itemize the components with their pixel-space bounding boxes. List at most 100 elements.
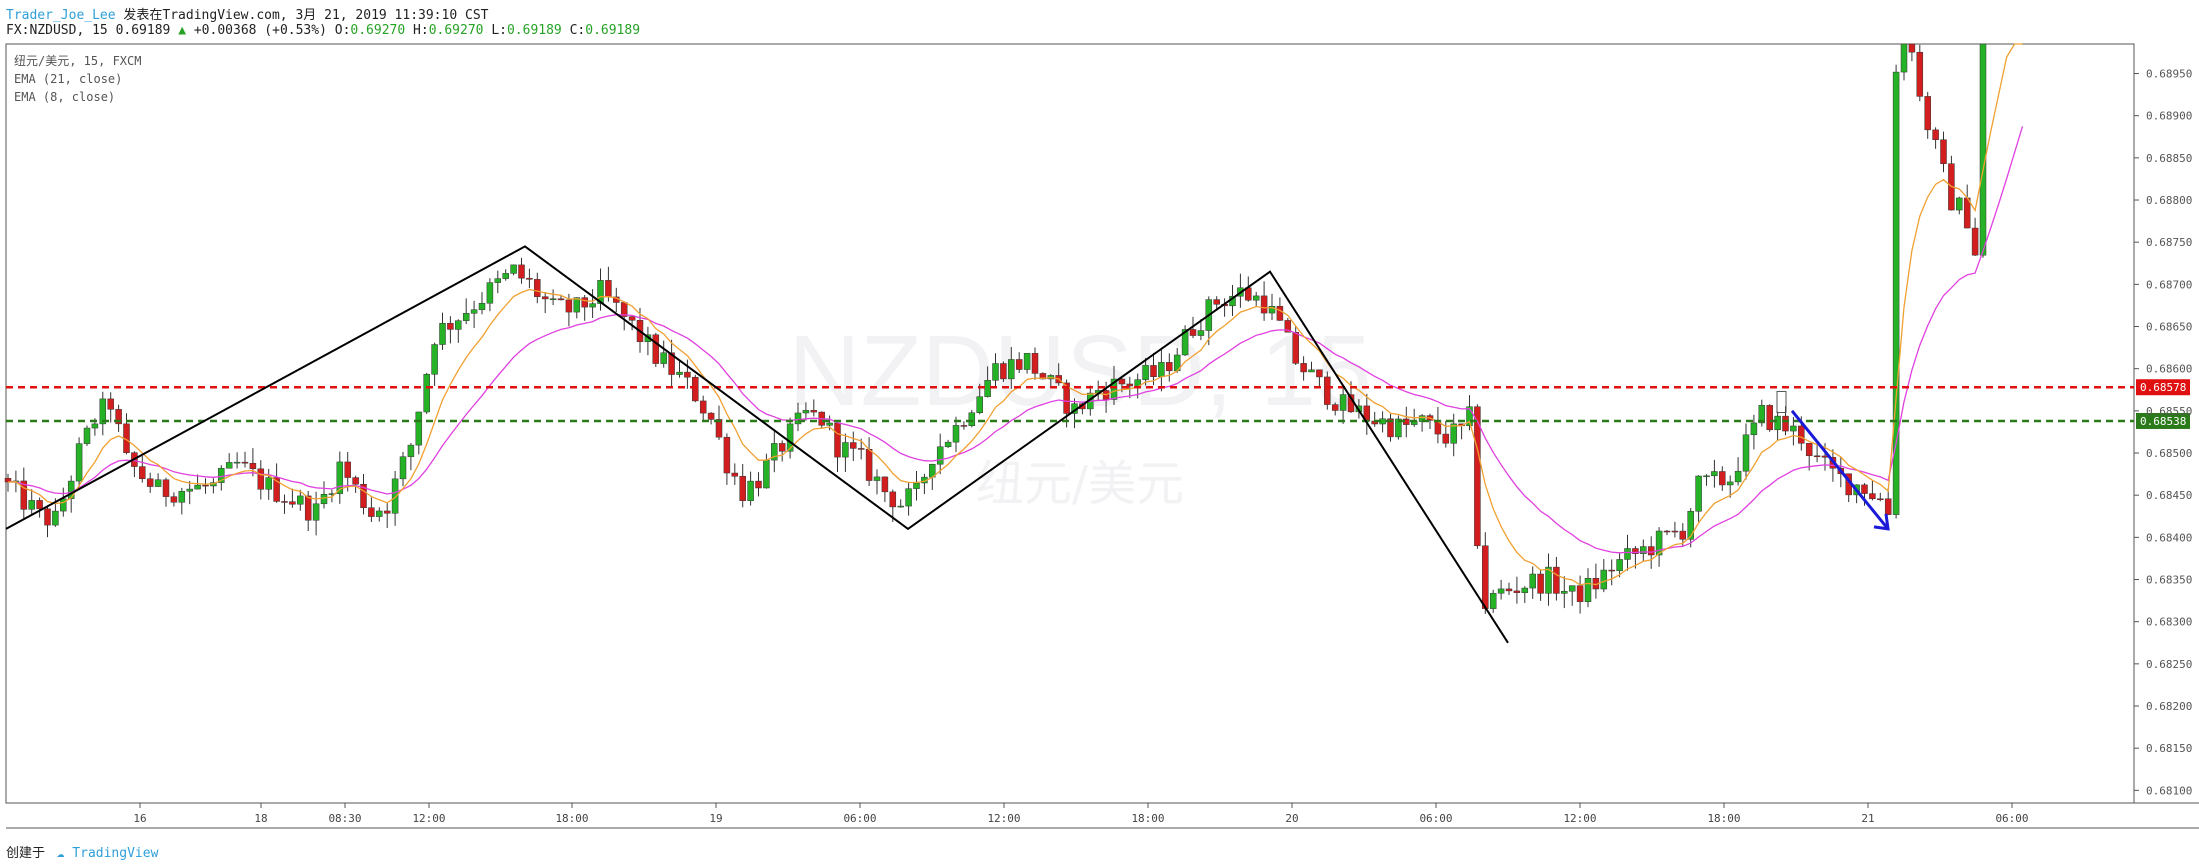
y-tick-label: 0.68700 — [2146, 278, 2192, 291]
high-value: 0.69270 — [428, 23, 484, 38]
candle-body — [668, 352, 675, 375]
x-tick-label: 19 — [709, 812, 722, 825]
candle-body — [1663, 530, 1671, 533]
candle-body — [1308, 369, 1315, 373]
candle-body — [439, 323, 446, 345]
x-tick-label: 06:00 — [843, 812, 876, 825]
x-tick-label: 06:00 — [1995, 812, 2028, 825]
candle-body — [20, 480, 28, 510]
candle-body — [1734, 470, 1742, 483]
header-line-2: FX:NZDUSD, 15 0.69189 ▲ +0.00368 (+0.53%… — [6, 23, 640, 38]
candle-body — [1940, 139, 1947, 164]
legend-line-2: EMA (21, close) — [14, 72, 122, 86]
candle-body — [241, 461, 249, 464]
candle-body — [1189, 329, 1197, 336]
candle-body — [1608, 569, 1615, 572]
candle-body — [368, 507, 375, 517]
y-tick-label: 0.68900 — [2146, 110, 2192, 123]
candle-body — [960, 425, 968, 427]
candle-body — [1316, 369, 1323, 378]
candle-body — [1971, 227, 1979, 256]
candle-body — [976, 396, 983, 413]
highlight-box — [1776, 390, 1787, 414]
tradingview-brand-text: TradingView — [72, 846, 159, 861]
candle-body — [1387, 418, 1394, 438]
candle-body — [83, 427, 91, 444]
candle-body — [889, 491, 897, 508]
candle-body — [1181, 329, 1189, 356]
candle-body — [1466, 406, 1473, 427]
candle-body — [905, 488, 912, 507]
candle-body — [834, 422, 841, 458]
candle-body — [597, 280, 604, 304]
candle-body — [534, 279, 541, 297]
candle-body — [91, 423, 99, 429]
candle-body — [99, 398, 107, 425]
candle-body — [1063, 382, 1070, 414]
candle-body — [1324, 376, 1331, 405]
candle-body — [1584, 578, 1592, 602]
candle-body — [376, 510, 383, 517]
candle-body — [352, 477, 359, 485]
candle-body — [1482, 545, 1489, 609]
y-tick-label: 0.68800 — [2146, 194, 2192, 207]
candle-body — [1442, 433, 1450, 444]
candle-body — [913, 482, 920, 489]
x-tick-label: 18:00 — [1131, 812, 1164, 825]
y-tick-label: 0.68750 — [2146, 236, 2192, 249]
candle-body — [778, 443, 786, 452]
candle-body — [225, 462, 233, 469]
candle-body — [786, 423, 794, 452]
candle-body — [336, 461, 344, 494]
candle-body — [1671, 530, 1679, 533]
candle-body — [344, 461, 351, 478]
candle-body — [1339, 394, 1347, 411]
candle-body — [565, 299, 573, 313]
tradingview-link[interactable]: ☁ TradingView — [57, 846, 159, 861]
candle-body — [1766, 405, 1773, 431]
candle-body — [1640, 546, 1647, 554]
y-tick-label: 0.68150 — [2146, 742, 2192, 755]
x-tick-label: 20 — [1285, 812, 1298, 825]
candle-body — [383, 510, 391, 514]
x-tick-label: 12:00 — [987, 812, 1020, 825]
candle-body — [1568, 585, 1576, 592]
candle-body — [526, 277, 533, 280]
candle-body — [1126, 383, 1134, 387]
candle-body — [1979, 43, 1987, 256]
candle-body — [684, 371, 691, 378]
candle-body — [660, 352, 667, 364]
footer: 创建于 ☁ TradingView — [6, 842, 158, 861]
candle-body — [739, 475, 746, 501]
level-lines-group: 0.68578 0.68538 — [6, 379, 2190, 429]
candle-body — [1158, 362, 1165, 378]
y-tick-label: 0.68250 — [2146, 658, 2192, 671]
candle-body — [1805, 443, 1813, 457]
author-link[interactable]: Trader_Joe_Lee — [6, 8, 116, 23]
candle-body — [281, 501, 288, 503]
candle-body — [107, 398, 114, 410]
candle-body — [605, 280, 612, 298]
candle-body — [194, 484, 201, 490]
y-tick-label: 0.68400 — [2146, 531, 2192, 544]
y-tick-label: 0.68550 — [2146, 405, 2192, 418]
candle-body — [1521, 587, 1529, 593]
header-line-1: Trader_Joe_Lee 发表在TradingView.com, 3月 21… — [6, 4, 488, 23]
candle-body — [1600, 569, 1608, 590]
candle-body — [233, 461, 241, 464]
trend-arrow-line — [1790, 409, 1890, 530]
candle-body — [1489, 592, 1497, 609]
candle-body — [1774, 415, 1781, 431]
candle-body — [1695, 475, 1702, 512]
y-tick-label: 0.68450 — [2146, 489, 2192, 502]
candle-body — [952, 425, 960, 443]
candle-body — [399, 456, 407, 480]
candle-body — [763, 459, 770, 489]
candle-body — [826, 422, 833, 426]
ema-group — [7, 43, 2024, 586]
open-value: 0.69270 — [350, 23, 406, 38]
candle-body — [1576, 585, 1584, 602]
candle-body — [541, 296, 549, 300]
candle-body — [794, 412, 802, 425]
